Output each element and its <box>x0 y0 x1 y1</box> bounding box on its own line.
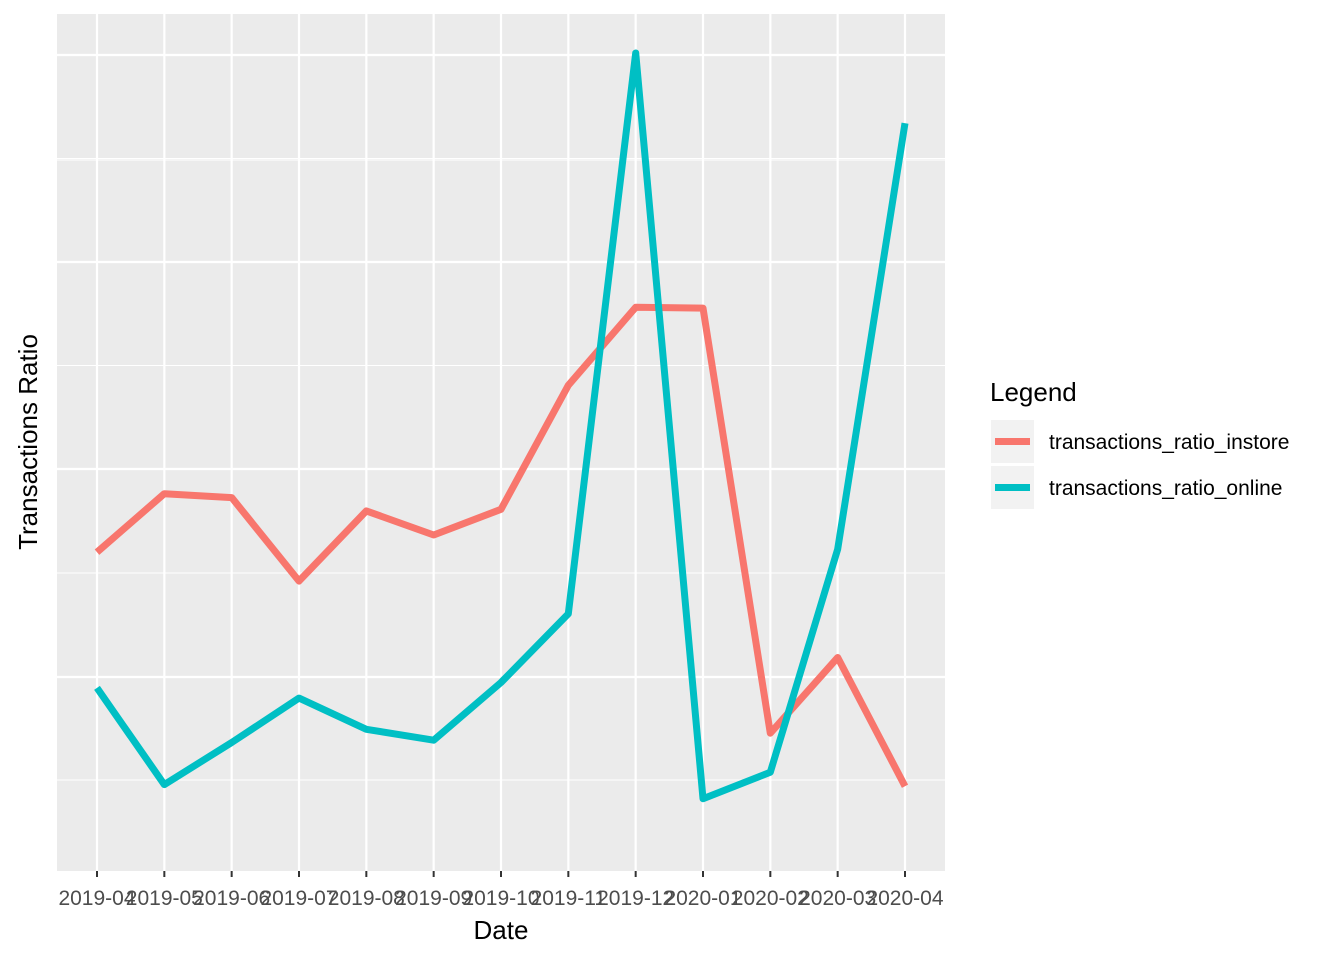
legend-items: transactions_ratio_instore transactions_r… <box>991 420 1289 509</box>
x-tick-label: 2019-09 <box>395 887 472 910</box>
series-line-transactions_ratio_online <box>94 49 909 803</box>
x-tick-label: 2020-01 <box>664 887 741 910</box>
legend: Legend transactions_ratio_instoretransac… <box>990 377 1289 509</box>
x-tick-label: 2020-02 <box>732 887 809 910</box>
x-tick-label: 2019-10 <box>462 887 539 910</box>
legend-title: Legend <box>990 377 1077 407</box>
x-tick-label: 2019-11 <box>531 887 607 910</box>
legend-label-transactions_ratio_instore: transactions_ratio_instore <box>1049 431 1289 454</box>
x-axis: 2019-042019-052019-062019-072019-082019-… <box>58 871 944 910</box>
series-line-transactions_ratio_instore <box>94 303 909 788</box>
x-tick-label: 2020-04 <box>866 887 943 910</box>
x-tick-label: 2020-03 <box>799 887 876 910</box>
legend-label-transactions_ratio_online: transactions_ratio_online <box>1049 477 1282 500</box>
series-layer <box>94 49 909 803</box>
x-tick-label: 2019-06 <box>193 887 270 910</box>
y-axis-title: Transactions Ratio <box>13 334 43 550</box>
x-tick-label: 2019-04 <box>58 887 135 910</box>
x-tick-label: 2019-08 <box>328 887 405 910</box>
x-axis-title: Date <box>474 915 529 945</box>
x-tick-label: 2019-05 <box>126 887 203 910</box>
x-tick-label: 2019-07 <box>260 887 337 910</box>
x-tick-label: 2019-12 <box>597 887 674 910</box>
